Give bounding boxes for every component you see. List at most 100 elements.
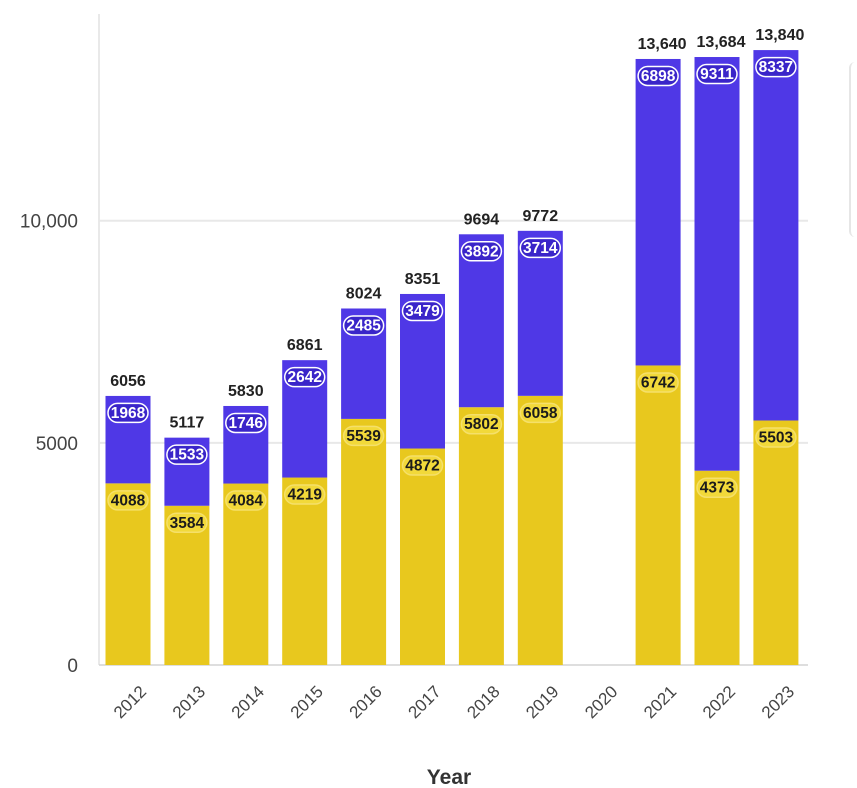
segment-label-pill (519, 237, 562, 259)
segment-label: 3714 (519, 237, 562, 259)
total-label: 6056 (110, 373, 146, 390)
y-tick-label: 5000 (36, 434, 78, 455)
x-axis-title: Year (427, 766, 471, 788)
segment-label-text: 6898 (641, 68, 676, 85)
x-tick-label: 2021 (640, 682, 680, 722)
total-label: 9772 (523, 208, 559, 225)
bar-segment (458, 407, 504, 665)
total-label: 9694 (464, 211, 500, 228)
segment-label-pill (519, 402, 562, 424)
bar-segment (694, 57, 740, 471)
segment-label: 4219 (283, 484, 326, 505)
segment-label-text: 4373 (700, 480, 735, 497)
segment-label-text: 4872 (405, 458, 439, 475)
segment-label-text: 1746 (229, 415, 264, 432)
total-label: 8351 (405, 271, 441, 288)
segment-label-text: 4088 (111, 492, 146, 509)
segment-label-text: 5539 (346, 428, 381, 445)
segment-label-text: 3479 (405, 303, 440, 320)
segment-label-text: 9311 (700, 66, 734, 83)
total-label: 13,640 (638, 36, 687, 53)
bar-segment (400, 448, 445, 665)
segment-label-pill (755, 56, 797, 78)
segment-label-text: 1533 (170, 447, 205, 464)
segment-label-text: 6058 (523, 405, 558, 422)
total-label: 5117 (170, 415, 205, 432)
segment-label: 4872 (401, 455, 444, 476)
segment-label-pill (225, 490, 267, 511)
segment-label: 2485 (342, 315, 385, 336)
data-labels: 6056 4088 1968 5117 3584 1533 5830 4084 1746 6861… (107, 27, 804, 534)
segment-label-text: 1968 (111, 405, 146, 422)
x-tick-label: 2019 (522, 682, 562, 722)
x-tick-label: 2016 (346, 682, 386, 722)
segment-label-text: 3892 (464, 243, 498, 260)
segment-label: 8337 (755, 56, 797, 78)
segment-label: 3479 (401, 300, 444, 322)
segment-label-pill (283, 484, 326, 505)
segment-label: 3584 (166, 512, 208, 534)
total-label: 6861 (287, 337, 323, 354)
bar-segment (753, 420, 799, 665)
segment-label: 5539 (342, 425, 385, 447)
segment-label-text: 3714 (523, 240, 558, 257)
segment-label-text: 3584 (170, 515, 205, 532)
segment-label-text: 4084 (229, 493, 264, 510)
segment-label-pill (342, 315, 385, 336)
segment-label-text: 8337 (759, 59, 793, 76)
segment-label-pill (166, 512, 208, 534)
bar-segment (694, 470, 740, 665)
segment-label-text: 5503 (759, 430, 794, 447)
segment-label-pill (401, 455, 444, 476)
legend-panel-edge (849, 62, 857, 237)
segment-label: 2642 (283, 366, 326, 388)
segment-label-text: 5802 (464, 416, 498, 433)
x-tick-label: 2012 (110, 682, 150, 722)
bar-segment (223, 483, 269, 665)
x-tick-label: 2014 (228, 682, 268, 722)
bar-segment (517, 395, 563, 665)
segment-label-pill (166, 444, 208, 465)
x-tick-label: 2017 (405, 682, 445, 722)
total-label: 5830 (228, 383, 264, 400)
bar-segment (635, 58, 681, 366)
y-tick-label: 0 (67, 656, 78, 677)
segment-label-text: 6742 (641, 374, 675, 391)
segment-label-text: 4219 (287, 487, 322, 504)
segment-label-pill (283, 366, 326, 388)
segment-label-pill (107, 490, 149, 511)
total-label: 13,684 (697, 34, 746, 51)
total-label: 8024 (346, 285, 382, 302)
segment-label-pill (696, 63, 738, 85)
bar-segment (282, 477, 328, 665)
segment-label-pill (225, 412, 267, 434)
segment-label: 3892 (460, 241, 503, 262)
x-tick-label: 2013 (169, 682, 209, 722)
segment-label: 9311 (696, 63, 738, 85)
segment-label-pill (755, 427, 797, 448)
segment-label: 4373 (696, 477, 738, 498)
segment-label-pill (460, 413, 503, 435)
x-tick-label: 2020 (581, 682, 621, 722)
segment-label-pill (342, 425, 385, 447)
segment-label-pill (637, 65, 679, 87)
segment-label-text: 2642 (287, 369, 321, 386)
segment-label: 5802 (460, 413, 503, 435)
gridlines (98, 14, 808, 666)
segment-label-pill (696, 477, 738, 498)
x-tick-label: 2015 (287, 682, 327, 722)
segment-label: 1968 (107, 402, 149, 424)
bar-segment (105, 483, 151, 665)
segment-label: 6742 (637, 372, 679, 393)
segment-label: 6058 (519, 402, 562, 424)
segment-label: 1746 (225, 412, 267, 434)
segment-label: 4084 (225, 490, 267, 511)
segment-label: 6898 (637, 65, 679, 87)
bar-segment (517, 230, 563, 396)
segment-label-pill (401, 300, 444, 322)
bar-segment (635, 365, 681, 665)
y-tick-label: 10,000 (20, 212, 78, 233)
bar-segment (341, 418, 387, 665)
bars (105, 50, 799, 665)
